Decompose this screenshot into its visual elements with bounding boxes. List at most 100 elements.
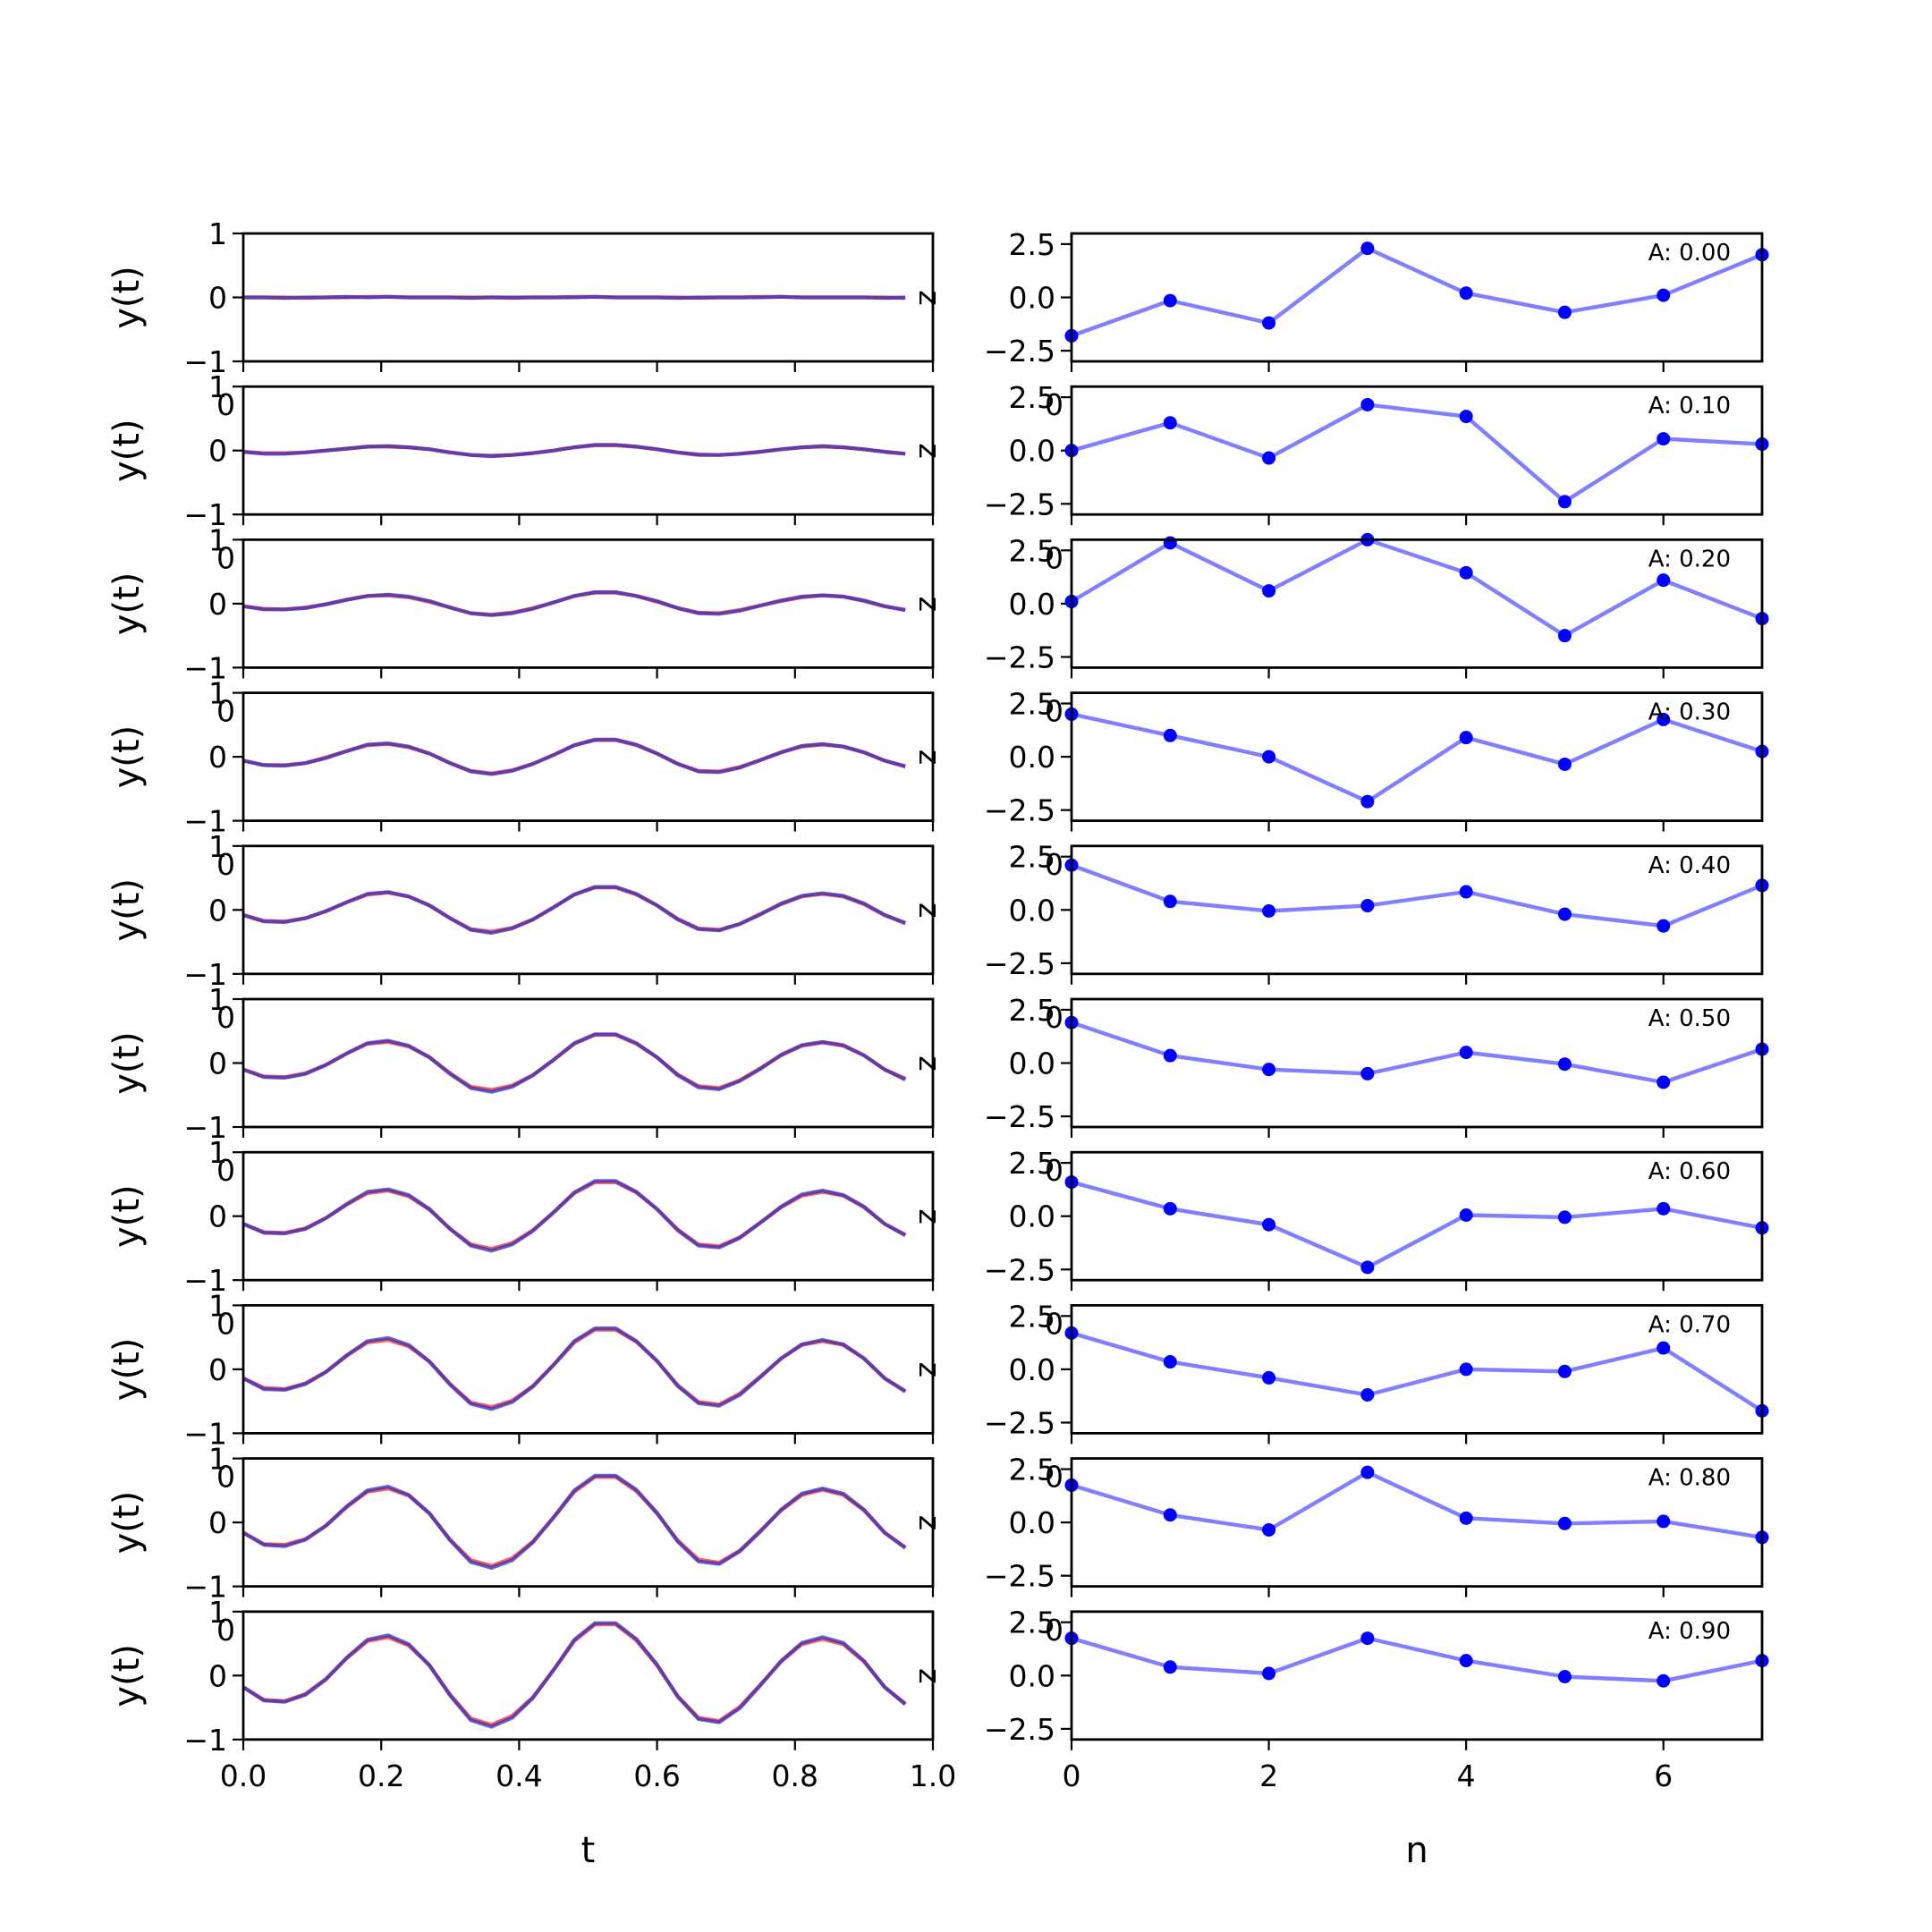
left-panel-8-ytick-label-1: 0 — [208, 1505, 227, 1540]
left-panel-6-ytick-label-2: 1 — [208, 1135, 227, 1170]
right-panel-6-point-1 — [1163, 1201, 1177, 1216]
right-panel-3-ytick-label-2: 2.5 — [1009, 687, 1055, 722]
right-panel-3-annotation: A: 0.30 — [1648, 699, 1731, 726]
left-panel-1-ytick-label-0: −1 — [183, 497, 227, 532]
right-panel-4-frame — [1070, 844, 1764, 976]
right-panel-0-point-4 — [1459, 286, 1473, 301]
left-panel-1-ylabel: y(t) — [106, 419, 148, 482]
left-panel-6-ytick-label-1: 0 — [208, 1199, 227, 1234]
right-panel-4-annotation: A: 0.40 — [1648, 852, 1731, 879]
left-panel-1-ytick-label-2: 1 — [208, 369, 227, 404]
right-panel-9-overlap-tick-label: 0 — [1045, 1613, 1063, 1648]
right-panel-6-point-4 — [1459, 1208, 1473, 1223]
right-panel-8-line — [1071, 1470, 1763, 1539]
left-panel-8-ytick-label-0: −1 — [183, 1570, 227, 1605]
left-panel-1-ytick-label-1: 0 — [208, 434, 227, 469]
left-panel-2-ytick-label-2: 1 — [208, 522, 227, 557]
left-panel-8-series-1-line — [242, 1473, 907, 1571]
right-panel-1-point-4 — [1459, 410, 1473, 424]
right-panel-8-overlap-tick-label: 0 — [1045, 1460, 1063, 1495]
left-panel-2-ylabel: y(t) — [106, 572, 148, 636]
left-panel-9-frame — [242, 1610, 935, 1741]
left-panel-2-series-1-line — [242, 589, 906, 617]
left-panel-4-ytick-label-0: −1 — [183, 957, 227, 992]
right-panel-3-point-5 — [1557, 757, 1572, 771]
right-panel-4-line — [1071, 863, 1763, 928]
right-panel-1-ytick-label-0: −2.5 — [984, 487, 1055, 521]
right-panel-5-annotation: A: 0.50 — [1648, 1005, 1731, 1032]
right-xtick-label-1: 2 — [1259, 1758, 1278, 1793]
right-xlabel: n — [1405, 1830, 1428, 1871]
left-panel-9-ylabel: y(t) — [106, 1644, 148, 1707]
left-panel-5-frame — [242, 997, 935, 1129]
right-panel-3-point-3 — [1360, 794, 1375, 809]
right-panel-7-point-5 — [1557, 1364, 1572, 1378]
left-panel-9-ytick-label-1: 0 — [208, 1658, 227, 1693]
right-panel-5-point-4 — [1459, 1046, 1473, 1060]
right-panel-5-frame — [1070, 997, 1764, 1129]
right-panel-3-line — [1071, 712, 1763, 804]
left-panel-8-marker: z — [912, 1515, 947, 1530]
right-panel-4-point-5 — [1557, 907, 1572, 921]
right-panel-0-line — [1071, 246, 1763, 338]
right-panel-8-point-5 — [1557, 1516, 1572, 1530]
left-panel-9-ytick-label-2: 1 — [208, 1595, 227, 1630]
right-panel-8-point-6 — [1657, 1514, 1671, 1529]
right-panel-7-ytick-label-0: −2.5 — [984, 1405, 1055, 1440]
right-panel-9-point-5 — [1557, 1669, 1572, 1683]
right-panel-4-ytick-label-2: 2.5 — [1009, 840, 1055, 875]
left-panel-0-ytick-label-1: 0 — [208, 281, 227, 316]
right-panel-4-overlap-tick-label: 0 — [1045, 847, 1063, 882]
right-panel-2-annotation: A: 0.20 — [1648, 546, 1731, 572]
right-panel-8-point-3 — [1360, 1465, 1375, 1479]
right-panel-5-ytick-label-1: 0.0 — [1009, 1046, 1055, 1081]
right-panel-3-point-2 — [1262, 750, 1276, 764]
left-panel-1-marker: z — [912, 444, 947, 459]
right-panel-5-point-1 — [1163, 1048, 1177, 1063]
left-panel-9-overlap-tick-label: 0 — [216, 1613, 235, 1648]
left-xtick-label-4: 0.8 — [772, 1758, 818, 1793]
left-panel-5-overlap-tick-label: 0 — [216, 1000, 235, 1035]
right-panel-5-point-6 — [1657, 1075, 1671, 1089]
right-panel-2-line — [1070, 538, 1763, 638]
right-panel-8-point-2 — [1262, 1522, 1276, 1537]
left-panel-0-ytick-label-0: −1 — [183, 344, 227, 379]
right-panel-4-point-2 — [1262, 903, 1276, 918]
right-panel-3-frame — [1070, 691, 1764, 822]
left-panel-3-marker: z — [912, 750, 947, 765]
left-panel-3-series-1-line — [242, 737, 906, 776]
right-panel-2-point-6 — [1657, 573, 1671, 588]
left-panel-9-series-1-line — [242, 1621, 907, 1729]
left-panel-8-overlap-tick-label: 0 — [216, 1460, 235, 1495]
right-panel-8-ytick-label-2: 2.5 — [1009, 1453, 1055, 1487]
right-panel-0-frame — [1070, 232, 1764, 363]
right-xtick-label-0: 0 — [1063, 1758, 1081, 1793]
left-panel-5-marker: z — [912, 1055, 947, 1071]
right-xtick-label-3: 6 — [1654, 1758, 1673, 1793]
right-panel-5-point-2 — [1262, 1063, 1276, 1077]
right-panel-1-point-1 — [1163, 416, 1177, 430]
right-panel-0-point-1 — [1163, 293, 1177, 308]
right-panel-8-frame — [1070, 1457, 1764, 1588]
right-panel-6-frame — [1070, 1150, 1764, 1282]
left-xtick-label-3: 0.6 — [633, 1758, 680, 1793]
right-panel-2-ytick-label-1: 0.0 — [1009, 587, 1055, 622]
left-xtick-label-1: 0.2 — [358, 1758, 404, 1793]
right-panel-2-ytick-label-0: −2.5 — [984, 640, 1055, 674]
right-panel-7-frame — [1070, 1304, 1764, 1435]
left-panel-4-overlap-tick-label: 0 — [216, 847, 235, 882]
left-panel-3-ytick-label-2: 1 — [208, 676, 227, 711]
right-panel-0-ytick-label-0: −2.5 — [984, 334, 1055, 369]
right-panel-7-point-6 — [1657, 1341, 1671, 1355]
right-panel-0-ytick-label-2: 2.5 — [1009, 227, 1055, 262]
right-panel-2-point-4 — [1459, 565, 1473, 580]
left-panel-9-ytick-label-0: −1 — [183, 1723, 227, 1758]
left-panel-6-ylabel: y(t) — [106, 1184, 148, 1248]
right-panel-1-ytick-label-1: 0.0 — [1009, 434, 1055, 469]
left-xtick-label-2: 0.4 — [496, 1758, 542, 1793]
left-panel-9-marker: z — [912, 1668, 947, 1683]
right-panel-2-ytick-label-2: 2.5 — [1009, 533, 1055, 568]
right-panel-9-ytick-label-1: 0.0 — [1009, 1658, 1055, 1693]
left-panel-2-ytick-label-1: 0 — [208, 587, 227, 622]
